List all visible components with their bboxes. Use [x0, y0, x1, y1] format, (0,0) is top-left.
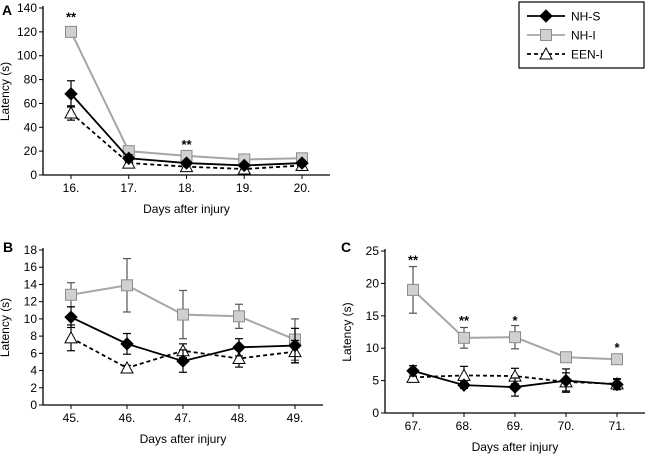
- y-tick-label: 10: [24, 312, 38, 326]
- panel-c-chart: C 0 5 10 15 20 25 67. 68. 69. 70. 71. Days after inj…: [340, 239, 645, 454]
- data-point: [64, 310, 78, 324]
- x-tick-label: 45.: [63, 411, 80, 425]
- legend-label-nh-s: NH-S: [571, 10, 600, 24]
- data-point: [509, 331, 521, 344]
- data-point: [65, 25, 77, 38]
- panel-b-y-axis-title: Latency (s): [0, 298, 12, 357]
- data-point: [560, 351, 572, 364]
- panel-c-x-axis-title: Days after injury: [472, 440, 559, 454]
- x-tick-label: 46.: [119, 411, 136, 425]
- data-point: [121, 279, 133, 292]
- data-point: [177, 308, 189, 321]
- data-point: [232, 340, 246, 355]
- series-nh-s: [406, 364, 624, 397]
- y-tick-label: 140: [17, 1, 37, 15]
- data-point: [611, 353, 623, 366]
- data-point: [64, 87, 78, 101]
- y-tick-label: 8: [30, 329, 37, 343]
- panel-b-chart: B 0 2 4 6 8 10 12 14 16 18 45. 46. 47. 48. 49. Days afte…: [0, 239, 323, 446]
- data-point: [122, 151, 136, 166]
- y-tick-label: 15: [366, 309, 380, 323]
- y-tick-label: 6: [30, 346, 37, 360]
- panel-a-x-axis-title: Days after injury: [143, 202, 230, 216]
- significance-marker: **: [66, 10, 77, 25]
- data-point: [288, 338, 302, 353]
- x-tick-label: 69.: [507, 419, 524, 433]
- panel-a-chart: A 0 20 40 60 80 100 120 140 16. 17. 18. 19. 20. Days a…: [0, 1, 330, 216]
- data-point: [120, 360, 134, 374]
- significance-marker: *: [512, 313, 518, 328]
- y-tick-label: 60: [24, 96, 38, 110]
- y-tick-label: 0: [30, 398, 37, 412]
- series-nh-i: [407, 265, 623, 366]
- y-tick-label: 4: [30, 364, 37, 378]
- data-point: [406, 364, 420, 378]
- y-tick-label: 40: [24, 120, 38, 134]
- data-point: [458, 331, 470, 344]
- panel-a-y-axis-title: Latency (s): [0, 62, 12, 121]
- data-point: [407, 283, 419, 296]
- legend: NH-S NH-I EEN-I: [518, 1, 645, 69]
- y-tick-label: 12: [24, 295, 38, 309]
- legend-marker-een-i: [539, 46, 553, 60]
- panel-c-label: C: [341, 239, 351, 255]
- panel-a-label: A: [2, 2, 12, 18]
- data-point: [120, 337, 134, 351]
- series-nh-s: [64, 80, 309, 173]
- x-tick-label: 18.: [178, 181, 195, 195]
- data-point: [457, 378, 471, 392]
- legend-label-een-i: EEN-I: [571, 48, 603, 62]
- y-tick-label: 100: [17, 49, 37, 63]
- data-point: [237, 158, 251, 173]
- x-tick-label: 70.: [558, 419, 575, 433]
- data-point: [508, 380, 522, 394]
- data-point: [559, 373, 573, 388]
- y-tick-label: 5: [372, 374, 379, 388]
- data-point: [176, 354, 190, 368]
- x-tick-label: 20.: [294, 181, 311, 195]
- y-tick-label: 14: [24, 277, 38, 291]
- data-point: [233, 310, 245, 323]
- y-tick-label: 10: [366, 341, 380, 355]
- y-tick-label: 18: [24, 243, 38, 257]
- y-tick-label: 20: [24, 144, 38, 158]
- y-tick-label: 80: [24, 73, 38, 87]
- panel-b-label: B: [3, 239, 13, 255]
- y-tick-label: 0: [372, 406, 379, 420]
- data-point: [295, 156, 309, 170]
- x-tick-label: 68.: [456, 419, 473, 433]
- legend-marker-nh-i: [540, 29, 552, 41]
- x-tick-label: 17.: [120, 181, 137, 195]
- x-tick-label: 71.: [609, 419, 626, 433]
- data-point: [65, 288, 77, 301]
- y-tick-label: 20: [366, 276, 380, 290]
- significance-marker: **: [408, 253, 419, 268]
- data-point: [610, 377, 624, 392]
- data-point: [64, 105, 78, 119]
- data-point: [64, 330, 78, 344]
- x-tick-label: 19.: [236, 181, 253, 195]
- x-tick-label: 67.: [405, 419, 422, 433]
- y-tick-label: 120: [17, 25, 37, 39]
- panel-c-y-axis-title: Latency (s): [340, 302, 354, 361]
- x-tick-label: 16.: [63, 181, 80, 195]
- data-point: [232, 351, 246, 364]
- significance-marker: *: [614, 340, 620, 355]
- x-tick-label: 49.: [287, 411, 304, 425]
- y-tick-label: 0: [30, 168, 37, 182]
- y-tick-label: 16: [24, 260, 38, 274]
- significance-marker: **: [459, 313, 470, 328]
- significance-marker: **: [181, 137, 192, 152]
- x-tick-label: 47.: [175, 411, 192, 425]
- data-point: [179, 156, 194, 170]
- legend-label-nh-i: NH-I: [571, 29, 596, 43]
- legend-marker-nh-s: [539, 9, 553, 23]
- series-nh-s: [64, 306, 302, 373]
- x-tick-label: 48.: [231, 411, 248, 425]
- y-tick-label: 2: [30, 381, 37, 395]
- y-tick-label: 25: [366, 244, 380, 258]
- panel-b-x-axis-title: Days after injury: [140, 432, 227, 446]
